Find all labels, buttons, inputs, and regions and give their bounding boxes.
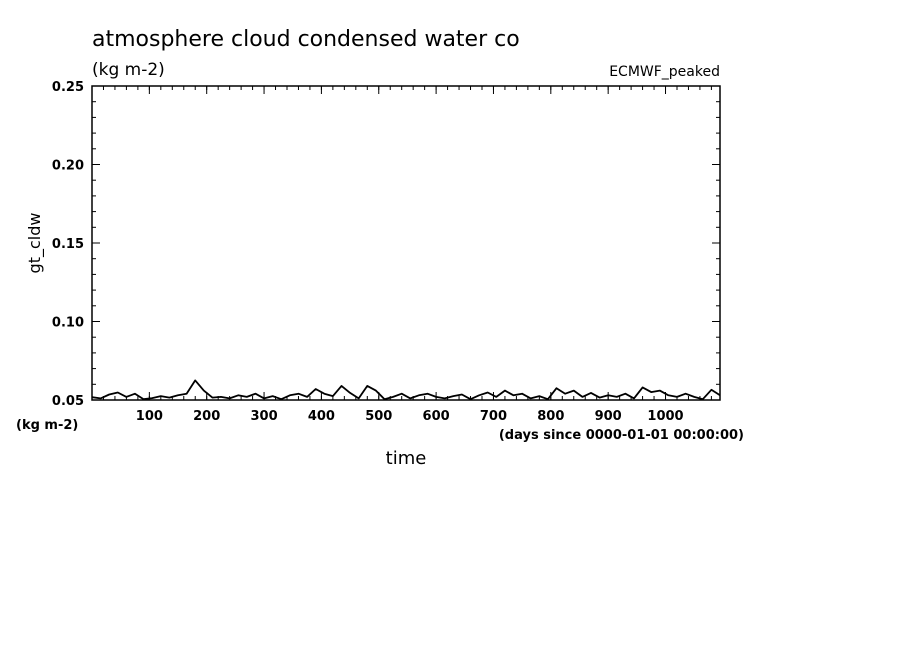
series-line — [91, 379, 721, 401]
plot-frame — [91, 85, 721, 401]
y-axis-label: gt_cldw — [25, 213, 45, 274]
x-tick-label: 300 — [250, 409, 277, 424]
y-tick-labels: 0.05 0.10 0.15 0.20 0.25 — [52, 80, 84, 409]
x-tick-label: 1000 — [647, 409, 683, 424]
x-tick-label: 700 — [480, 409, 507, 424]
y-axis-units: (kg m-2) — [16, 418, 78, 433]
x-tick-label: 900 — [595, 409, 622, 424]
x-tick-labels: 100 200 300 400 500 600 700 800 900 1000 — [136, 409, 684, 424]
chart-subtitle: (kg m-2) — [92, 60, 165, 80]
y-tick-label: 0.15 — [52, 237, 84, 252]
x-tick-label: 400 — [308, 409, 335, 424]
y-tick-label: 0.25 — [52, 80, 84, 95]
x-tick-label: 200 — [193, 409, 220, 424]
x-tick-label: 100 — [136, 409, 163, 424]
x-tick-label: 500 — [365, 409, 392, 424]
axis-ticks — [92, 85, 720, 401]
y-tick-label: 0.10 — [52, 316, 84, 331]
y-tick-label: 0.20 — [52, 159, 84, 174]
y-tick-label: 0.05 — [52, 394, 84, 409]
chart-annotation: ECMWF_peaked — [609, 64, 720, 80]
x-axis-label: time — [386, 448, 427, 469]
x-tick-label: 600 — [423, 409, 450, 424]
x-tick-label: 800 — [537, 409, 564, 424]
chart-title: atmosphere cloud condensed water co — [92, 27, 520, 52]
x-axis-units: (days since 0000-01-01 00:00:00) — [499, 428, 744, 443]
